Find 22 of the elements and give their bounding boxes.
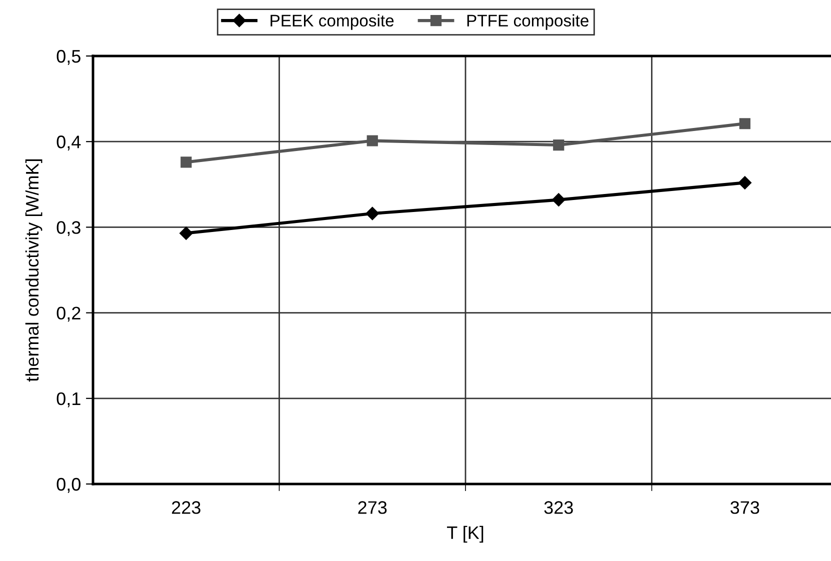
point (739, 118, 750, 130)
point (180, 226, 193, 240)
y-tick-label: 0,4 (56, 136, 81, 150)
point (366, 206, 379, 220)
point (553, 139, 564, 151)
y-tick-label: 0,1 (56, 392, 80, 408)
legend-label: PEEK composite (270, 14, 394, 30)
y-tick-label: 0,0 (56, 478, 80, 493)
y-tick-label: 0,3 (56, 221, 80, 236)
y-tick-label: 0,5 (56, 50, 80, 65)
legend-label: PTFE composite (467, 14, 588, 30)
point (180, 156, 192, 168)
x-tick-label: 373 (730, 501, 760, 514)
x-tick-label: 323 (544, 501, 573, 514)
x-axis-title: T [K] (447, 526, 484, 543)
x-tick-label: 223 (172, 501, 200, 514)
x-tick-label: 273 (358, 501, 387, 514)
y-axis-title: thermal conductivity [W/mK] (25, 159, 42, 382)
point (552, 193, 566, 206)
point (366, 135, 378, 146)
point (738, 176, 752, 190)
y-tick-label: 0,2 (56, 306, 80, 322)
